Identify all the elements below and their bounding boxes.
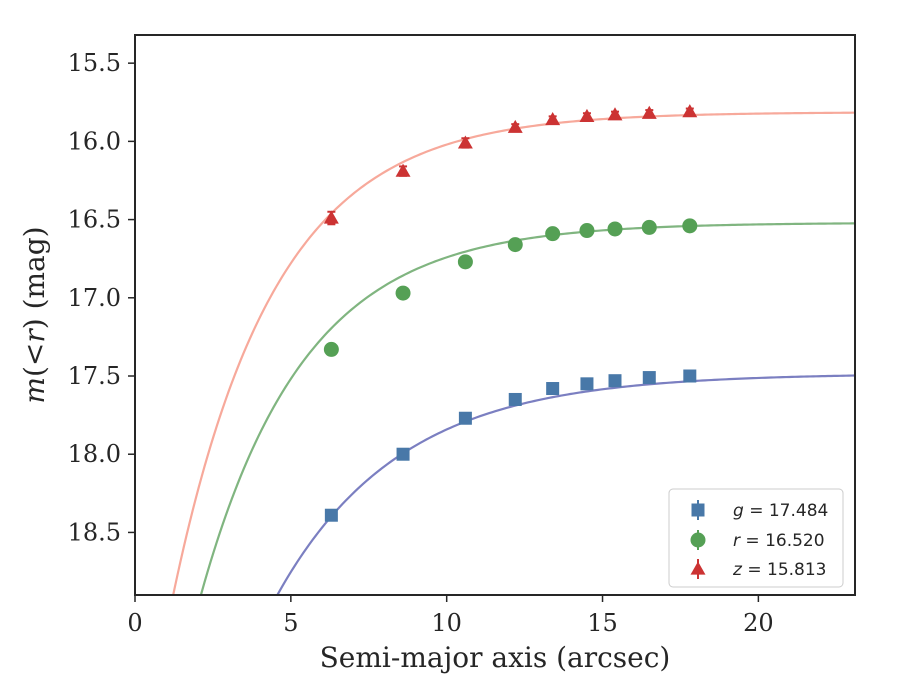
x-axis-ticks: 0 5 10 15 20 (127, 595, 774, 637)
data-point-r (607, 221, 623, 237)
data-point-g (324, 508, 338, 522)
data-point-r (323, 341, 339, 357)
data-point-g (580, 377, 594, 391)
y-tick-label: 16.0 (68, 127, 121, 155)
data-point-z (579, 108, 595, 122)
data-point-z (457, 135, 473, 149)
data-point-z (607, 107, 623, 121)
data-point-r (682, 218, 698, 234)
fit-curve-r (199, 222, 855, 595)
x-tick-label: 20 (743, 609, 774, 637)
y-label-unit: (mag) (18, 226, 51, 318)
data-point-g (608, 374, 622, 388)
y-axis-ticks: 15.5 16.0 16.5 17.0 17.5 18.0 18.5 (68, 49, 135, 546)
y-tick-label: 16.5 (68, 206, 121, 234)
x-tick-label: 5 (283, 609, 298, 637)
x-axis-label: Semi-major axis (arcsec) (320, 641, 671, 674)
legend: g = 17.484 r = 16.520 z = 15.813 (668, 488, 844, 588)
y-label-lt: < (18, 343, 51, 366)
data-point-g (546, 382, 560, 396)
x-tick-label: 15 (587, 609, 618, 637)
data-point-r (545, 226, 561, 242)
data-point-r (457, 254, 473, 270)
data-point-z (323, 210, 339, 224)
data-point-g (458, 411, 472, 425)
legend-entry-g: g = 17.484 (733, 501, 828, 521)
fit-curves (172, 111, 855, 595)
data-point-g (683, 369, 697, 383)
fit-curve-z (172, 111, 855, 595)
legend-marker-z (690, 561, 706, 575)
legend-markers (690, 500, 706, 579)
data-point-g (508, 392, 522, 406)
data-points (323, 104, 698, 522)
data-point-r (507, 237, 523, 253)
x-tick-label: 0 (127, 609, 142, 637)
fit-curve-g (276, 374, 855, 595)
data-point-r (395, 285, 411, 301)
y-axis-label: m(<r) (mag) (18, 226, 51, 403)
y-tick-label: 18.5 (68, 518, 121, 546)
data-point-r (579, 223, 595, 239)
y-label-open: ( (18, 366, 51, 377)
data-point-z (682, 104, 698, 118)
legend-box (668, 488, 844, 588)
legend-marker-g (691, 503, 705, 517)
data-point-z (507, 119, 523, 133)
y-tick-label: 17.0 (68, 284, 121, 312)
data-point-r (641, 219, 657, 235)
y-tick-label: 18.0 (68, 440, 121, 468)
y-tick-label: 15.5 (68, 49, 121, 77)
data-point-z (545, 111, 561, 126)
plot-frame (134, 34, 856, 596)
data-point-g (642, 371, 656, 385)
y-label-m: m (18, 377, 51, 404)
legend-entry-r: r = 16.520 (733, 531, 825, 551)
data-point-z (395, 163, 411, 177)
legend-marker-r (690, 532, 706, 548)
y-label-r: r (18, 328, 51, 343)
y-label-close: ) (18, 318, 51, 329)
legend-entry-z: z = 15.813 (732, 560, 826, 580)
data-point-z (641, 105, 657, 119)
data-point-g (396, 447, 410, 461)
y-tick-label: 17.5 (68, 362, 121, 390)
x-tick-label: 10 (431, 609, 462, 637)
